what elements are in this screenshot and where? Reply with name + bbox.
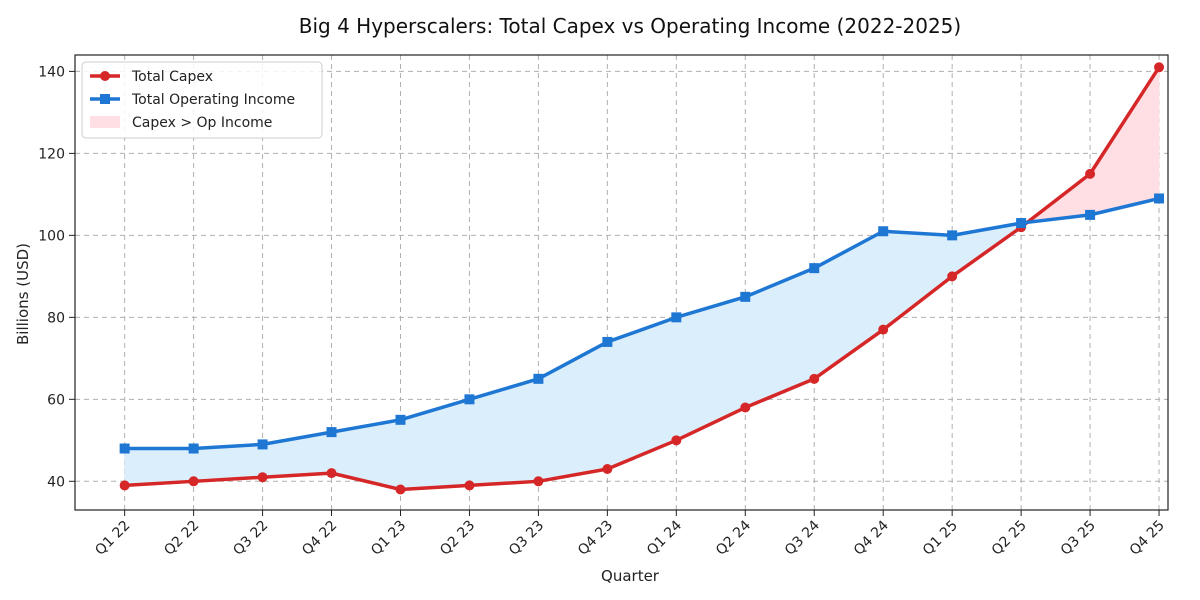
x-tick-label: Q2 22 — [161, 518, 202, 559]
capex-point — [395, 484, 406, 495]
x-tick-label: Q4 23 — [575, 518, 616, 559]
y-tick-label: 60 — [47, 392, 65, 408]
income-point — [257, 439, 268, 450]
capex-point — [257, 472, 268, 483]
legend-fill-swatch — [90, 116, 120, 128]
capex-point — [188, 476, 199, 487]
income-point — [740, 291, 751, 302]
y-tick-label: 120 — [38, 146, 65, 162]
y-tick-label: 80 — [47, 310, 65, 326]
capex-point — [1154, 62, 1165, 73]
income-point — [809, 263, 820, 274]
legend-box — [81, 61, 323, 139]
income-point — [947, 230, 958, 241]
income-point — [602, 336, 613, 347]
income-point — [395, 414, 406, 425]
plot-frame — [74, 54, 1169, 511]
capex-point — [947, 271, 958, 282]
income-point — [1016, 218, 1027, 229]
capex-point — [878, 324, 889, 335]
legend-income-marker — [100, 94, 110, 104]
x-tick-label: Q1 24 — [644, 517, 685, 558]
x-tick-label: Q3 25 — [1058, 518, 1099, 559]
x-tick-label: Q1 22 — [92, 518, 133, 559]
income-point — [1154, 193, 1165, 204]
capex-point — [602, 464, 613, 475]
y-axis-label: Billions (USD) — [14, 243, 32, 345]
fill-region — [124, 448, 194, 486]
income-point — [533, 373, 544, 384]
capex-point — [1085, 168, 1096, 179]
legend-fill-label: Capex > Op Income — [132, 115, 272, 131]
x-tick-label: Q4 22 — [299, 518, 340, 559]
capex-point — [533, 476, 544, 487]
y-tick-label: 100 — [38, 228, 65, 244]
capex-point — [326, 468, 337, 479]
income-line — [124, 196, 1160, 451]
income-point — [464, 394, 475, 405]
income-point — [326, 427, 337, 438]
plot-area: 40 60 80 100 120 140 Q1 22 Q2 22 Q3 22 Q4 22 Q1 23… — [38, 54, 1169, 559]
income-point — [878, 226, 889, 237]
x-tick-label: Q1 25 — [920, 518, 961, 559]
capex-point — [119, 480, 130, 491]
income-point — [188, 443, 199, 454]
capex-point — [809, 373, 820, 384]
legend-capex-marker — [100, 71, 110, 81]
x-axis-label: Quarter — [601, 567, 660, 585]
x-tick-label: Q2 25 — [989, 518, 1030, 559]
y-tick-label: 140 — [38, 64, 65, 80]
x-tick-label: Q3 24 — [782, 517, 823, 558]
x-tick-label: Q2 24 — [713, 517, 754, 558]
x-tick-label: Q3 23 — [506, 518, 547, 559]
y-tick-label: 40 — [47, 474, 65, 490]
x-tick-label: Q1 23 — [368, 518, 409, 559]
fill-region — [193, 444, 263, 482]
x-tick-label: Q4 24 — [851, 517, 892, 558]
legend: Total Capex Total Operating Income Capex >… — [81, 61, 323, 139]
income-point — [1085, 209, 1096, 220]
legend-income-label: Total Operating Income — [131, 92, 295, 108]
income-point — [119, 443, 130, 454]
capex-line — [124, 66, 1161, 492]
capex-point — [671, 435, 682, 446]
x-tick-label: Q3 22 — [230, 518, 271, 559]
capex-point — [740, 402, 751, 413]
capex-point — [464, 480, 475, 491]
legend-capex-label: Total Capex — [131, 69, 213, 85]
x-tick-label: Q2 23 — [437, 518, 478, 559]
x-tick-label: Q4 25 — [1127, 518, 1168, 559]
income-point — [671, 312, 682, 323]
chart-title: Big 4 Hyperscalers: Total Capex vs Opera… — [299, 14, 961, 38]
